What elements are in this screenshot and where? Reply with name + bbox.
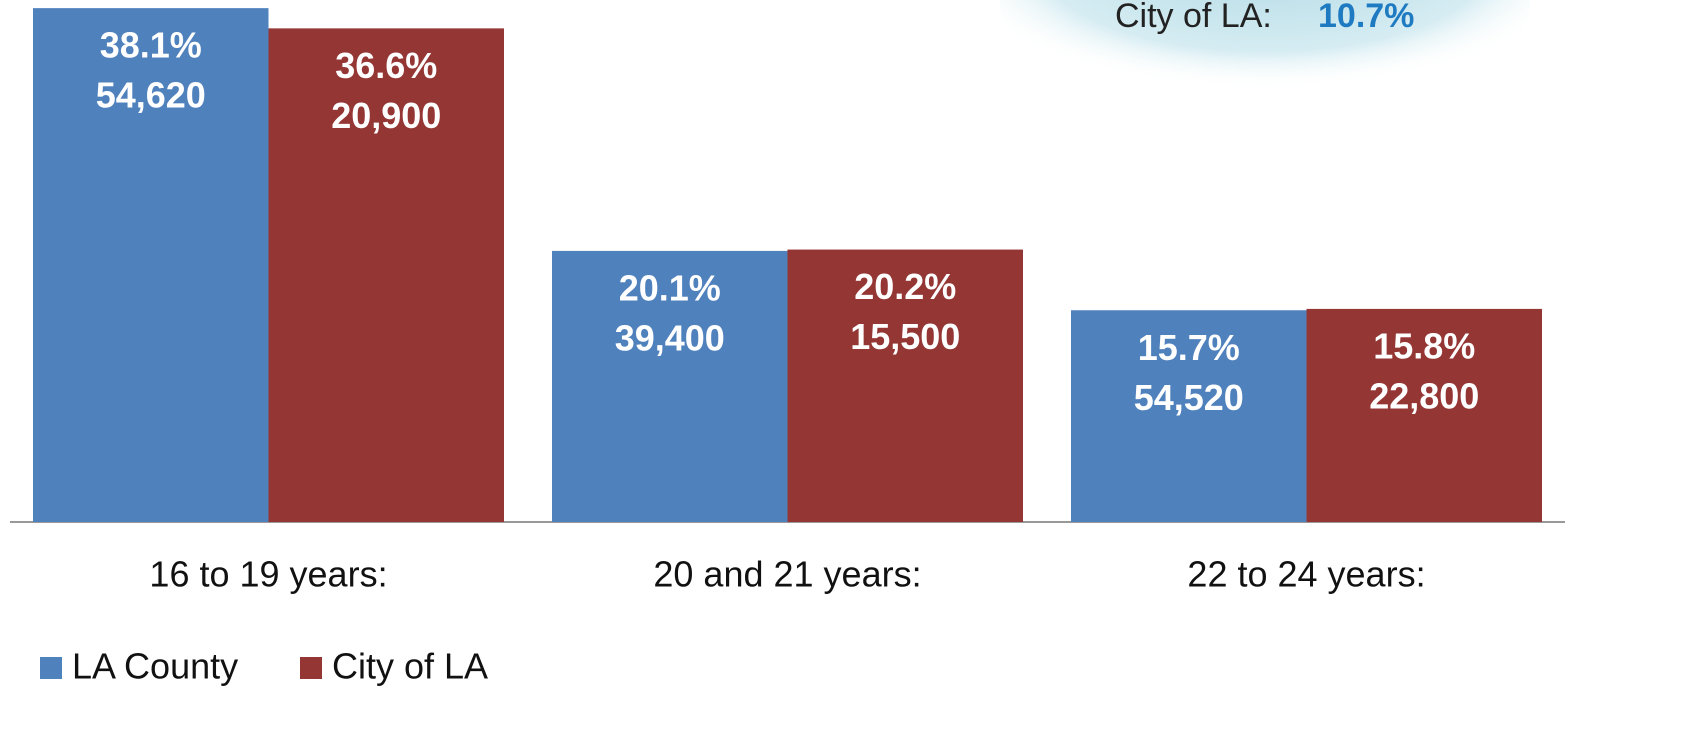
bar <box>1071 310 1307 522</box>
bar <box>33 8 269 522</box>
data-label: 15.8% <box>1373 325 1475 366</box>
count-label: 54,520 <box>1134 377 1244 418</box>
bar <box>552 250 788 522</box>
legend-swatch <box>300 657 322 679</box>
data-label: 38.1% <box>100 25 202 66</box>
bar <box>787 249 1023 523</box>
count-label: 39,400 <box>615 317 725 358</box>
count-label: 22,800 <box>1369 375 1479 416</box>
annotation-value: 10.7% <box>1318 0 1414 35</box>
count-label: 54,620 <box>96 75 206 116</box>
bar <box>268 28 504 522</box>
callout-cloud <box>1000 0 1530 110</box>
data-label: 20.1% <box>619 267 721 308</box>
count-label: 15,500 <box>850 316 960 357</box>
legend-label: LA County <box>72 646 238 687</box>
data-label: 36.6% <box>335 45 437 86</box>
legend-swatch <box>40 657 62 679</box>
data-label: 15.7% <box>1138 327 1240 368</box>
bar <box>1306 308 1542 522</box>
x-tick-label: 22 to 24 years: <box>1187 554 1425 595</box>
x-tick-label: 20 and 21 years: <box>653 554 921 595</box>
legend-label: City of LA <box>332 646 488 687</box>
data-label: 20.2% <box>854 266 956 307</box>
annotation-label: City of LA: <box>1115 0 1272 35</box>
x-tick-label: 16 to 19 years: <box>149 554 387 595</box>
count-label: 20,900 <box>331 95 441 136</box>
